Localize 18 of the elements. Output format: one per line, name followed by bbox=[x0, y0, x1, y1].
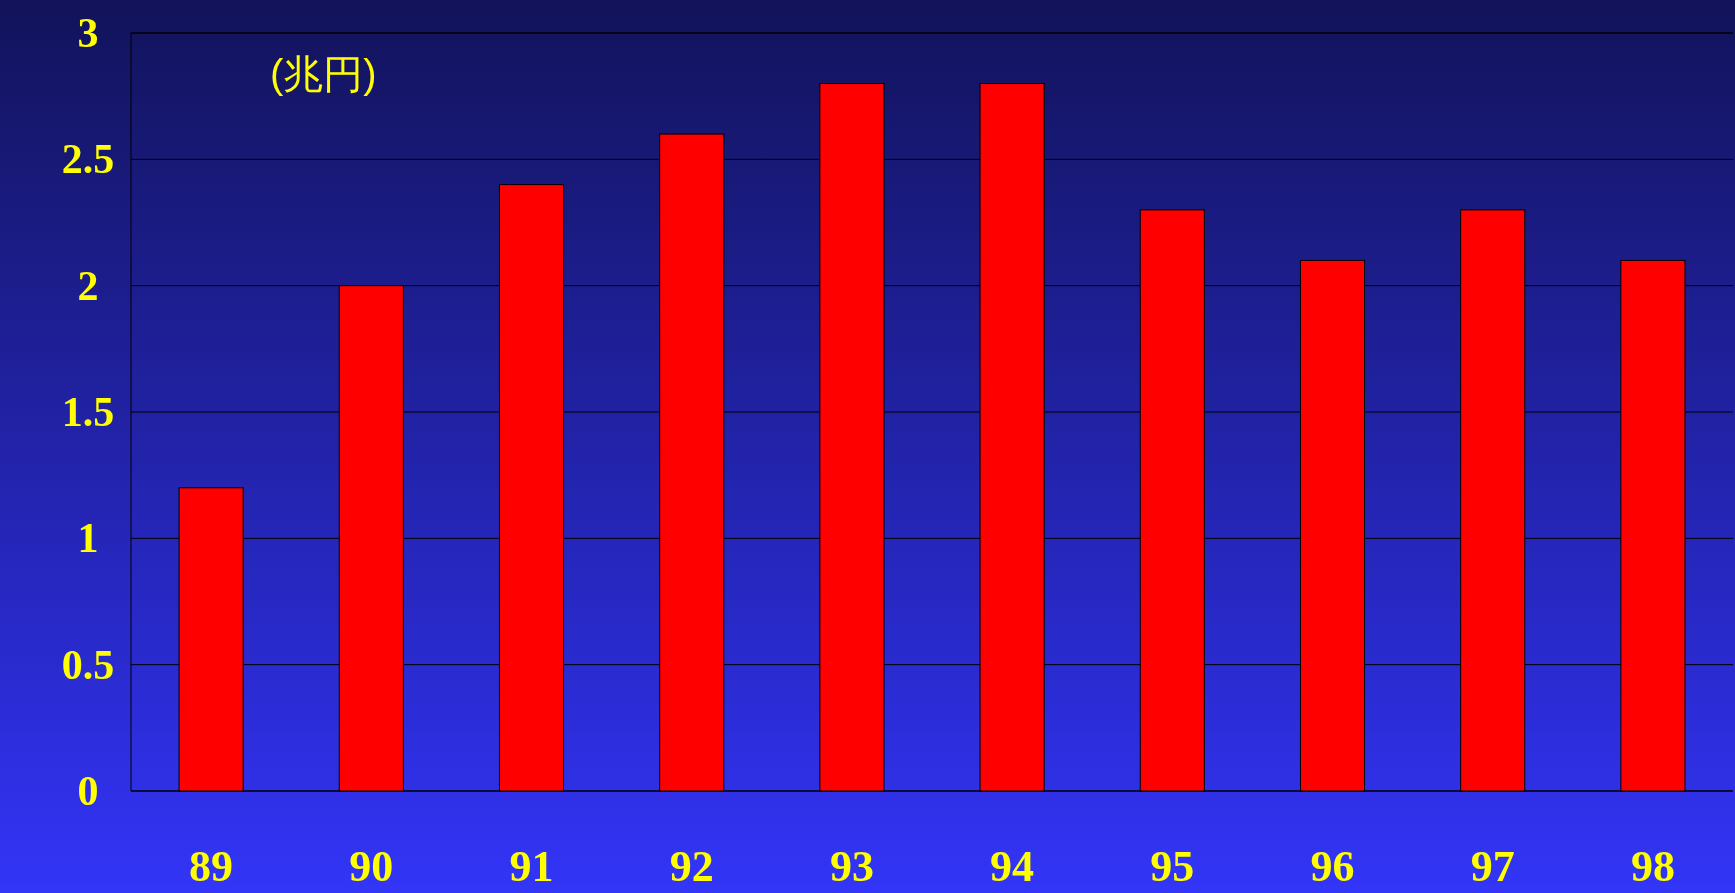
y-tick-label: 1 bbox=[77, 515, 99, 562]
y-tick-label: 2.5 bbox=[61, 136, 115, 183]
y-tick-label: 3 bbox=[77, 10, 99, 56]
x-tick-label: 96 bbox=[1310, 841, 1355, 891]
y-tick-label: 2 bbox=[77, 262, 99, 309]
y-axis-title: (兆円) bbox=[270, 52, 377, 96]
y-tick-label: 0.5 bbox=[61, 641, 115, 688]
x-tick-label: 95 bbox=[1150, 841, 1195, 891]
y-tick-label: 1.5 bbox=[61, 389, 115, 435]
x-tick-label: 94 bbox=[990, 841, 1035, 891]
x-tick-label: 93 bbox=[829, 841, 874, 891]
x-tick-label: 90 bbox=[349, 841, 394, 891]
x-tick-label: 92 bbox=[669, 841, 714, 891]
x-tick-label: 89 bbox=[189, 841, 234, 891]
x-tick-label: 97 bbox=[1470, 841, 1515, 891]
x-tick-label: 98 bbox=[1630, 841, 1675, 891]
y-tick-label: 0 bbox=[77, 768, 99, 814]
x-tick-label: 91 bbox=[509, 841, 554, 891]
